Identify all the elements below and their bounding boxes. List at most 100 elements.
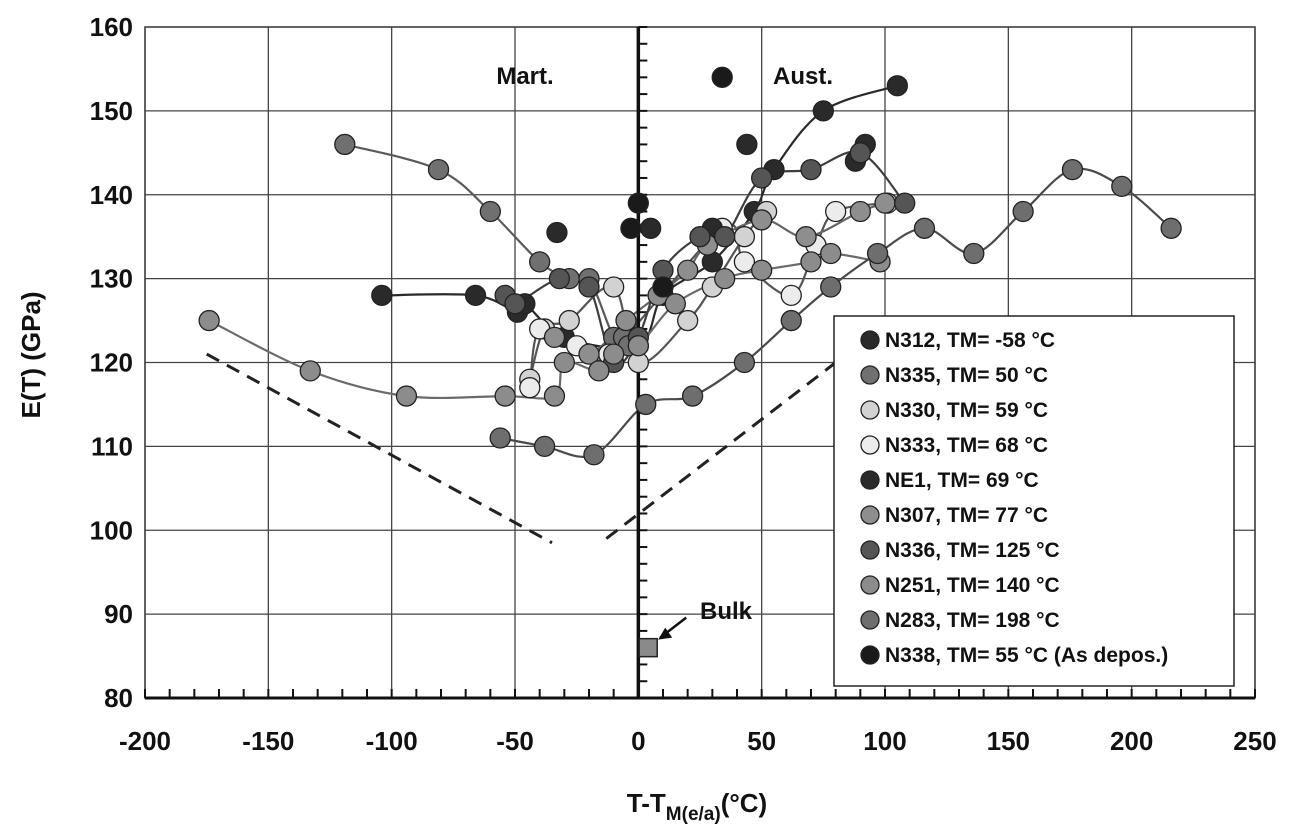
legend-label: N251, TM= 140 °C <box>885 574 1060 597</box>
data-point-6 <box>751 167 773 189</box>
data-point-8 <box>1111 175 1133 198</box>
data-point-8 <box>1160 217 1182 239</box>
data-point-9 <box>652 276 674 298</box>
data-point-7 <box>714 267 736 290</box>
data-point-3 <box>825 200 847 223</box>
data-points <box>198 66 1182 466</box>
data-point-7 <box>588 360 610 382</box>
data-point-7 <box>627 335 649 357</box>
legend-box <box>833 315 1235 687</box>
data-point-5 <box>543 326 566 348</box>
legend-label: NE1, TM= 69 °C <box>885 469 1039 492</box>
data-point-6 <box>548 267 571 290</box>
data-point-5 <box>578 343 600 365</box>
legend-label: N333, TM= 68 °C <box>885 434 1048 457</box>
legend-label: N312, TM= -58 °C <box>885 329 1055 352</box>
legend-marker <box>860 400 880 420</box>
data-point-8 <box>1061 158 1084 181</box>
data-point-0 <box>812 100 834 122</box>
data-point-6 <box>714 226 736 248</box>
x-tick-label: 250 <box>1233 726 1276 756</box>
reference-dashed-line <box>205 352 553 545</box>
x-tick-label: 100 <box>863 726 906 756</box>
data-point-4 <box>736 133 758 156</box>
x-tick-label: -200 <box>119 726 171 756</box>
y-tick-label: 100 <box>90 515 133 545</box>
data-point-7 <box>603 343 625 365</box>
data-point-2 <box>733 226 756 248</box>
legend-marker <box>860 365 880 385</box>
data-point-1 <box>529 251 551 273</box>
data-point-7 <box>553 351 575 374</box>
series-curve-1 <box>344 143 630 347</box>
data-point-1 <box>334 133 356 156</box>
data-point-6 <box>689 226 711 248</box>
legend-marker <box>860 330 880 350</box>
legend-marker <box>860 575 880 595</box>
data-point-3 <box>780 284 802 307</box>
data-point-2 <box>677 309 699 332</box>
bulk-marker <box>638 616 687 658</box>
x-tick-label: 0 <box>631 726 645 756</box>
reference-dashed-line <box>605 361 837 540</box>
legend-marker <box>860 470 880 490</box>
y-tick-label: 150 <box>90 96 133 126</box>
data-point-5 <box>874 192 896 214</box>
x-tick-label: -100 <box>366 726 418 756</box>
data-point-8 <box>489 427 511 449</box>
data-point-0 <box>371 284 393 307</box>
data-point-4 <box>640 217 662 239</box>
data-point-8 <box>963 242 985 265</box>
data-point-8 <box>635 393 657 416</box>
tick-labels: -200 -150 -100 -50 0 50 100 150 200 250 80 90 100 110… <box>90 12 1277 756</box>
data-point-2 <box>558 309 580 332</box>
legend-label: N338, TM= 55 °C (As depos.) <box>885 644 1168 667</box>
y-axis-title: E(T) (GPa) <box>16 291 46 418</box>
data-point-8 <box>820 276 842 298</box>
data-point-1 <box>479 200 501 223</box>
data-point-9 <box>711 66 733 88</box>
legend-marker <box>860 435 880 455</box>
data-point-0 <box>886 75 908 97</box>
data-point-9 <box>620 217 642 239</box>
data-point-7 <box>198 309 220 332</box>
data-point-8 <box>1012 200 1034 223</box>
y-tick-label: 140 <box>90 180 133 210</box>
y-tick-label: 80 <box>104 683 133 713</box>
legend-label: N283, TM= 198 °C <box>885 609 1060 632</box>
y-tick-label: 160 <box>90 12 133 42</box>
x-tick-label: -50 <box>496 726 534 756</box>
data-point-7 <box>543 385 566 407</box>
legend-marker <box>860 610 880 630</box>
reference-lines <box>205 352 837 545</box>
data-point-6 <box>578 276 600 298</box>
annotation-aust: Aust. <box>773 63 833 90</box>
data-point-7 <box>299 360 321 382</box>
data-point-7 <box>751 259 773 281</box>
data-point-8 <box>913 217 936 239</box>
data-point-2 <box>603 276 625 298</box>
legend-label: N335, TM= 50 °C <box>885 364 1048 387</box>
legend-marker <box>860 505 880 525</box>
data-point-6 <box>849 142 871 164</box>
data-point-8 <box>583 444 605 466</box>
data-point-6 <box>894 192 916 214</box>
data-point-5 <box>615 309 637 332</box>
annotation-mart: Mart. <box>496 63 553 90</box>
data-point-7 <box>664 293 686 315</box>
data-point-7 <box>494 385 516 407</box>
legend: N312, TM= -58 °C N335, TM= 50 °C N330, TM=… <box>833 315 1235 687</box>
legend-label: N336, TM= 125 °C <box>885 539 1060 562</box>
x-axis-title-unit: (°C) <box>721 788 768 818</box>
data-point-5 <box>849 200 871 223</box>
x-tick-label: 150 <box>987 726 1030 756</box>
data-point-9 <box>627 192 649 214</box>
data-point-1 <box>427 158 450 181</box>
data-point-7 <box>820 242 842 265</box>
data-point-5 <box>751 209 773 231</box>
data-point-8 <box>681 385 704 407</box>
legend-label: N307, TM= 77 °C <box>885 504 1048 527</box>
data-point-7 <box>800 251 822 273</box>
data-point-8 <box>733 351 756 374</box>
